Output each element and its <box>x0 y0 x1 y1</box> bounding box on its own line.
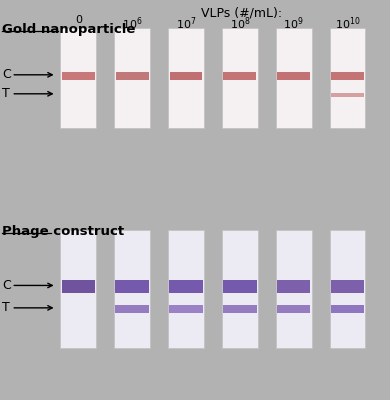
Bar <box>331 280 364 293</box>
Text: T: T <box>2 301 10 314</box>
Bar <box>331 305 364 314</box>
Bar <box>169 305 203 314</box>
Text: 10$^{10}$: 10$^{10}$ <box>335 15 360 32</box>
Bar <box>223 305 257 314</box>
Bar <box>222 230 258 348</box>
Text: C: C <box>2 279 11 292</box>
Bar <box>277 305 310 314</box>
Bar <box>331 72 364 80</box>
Bar <box>331 92 364 97</box>
Text: 0: 0 <box>75 15 82 25</box>
Bar <box>114 230 150 348</box>
Text: C: C <box>2 68 11 81</box>
Bar <box>169 280 203 293</box>
Bar <box>330 28 365 128</box>
Text: 10$^9$: 10$^9$ <box>284 15 304 32</box>
Bar <box>168 230 204 348</box>
Bar <box>60 230 96 348</box>
Bar <box>115 305 149 314</box>
Bar <box>60 28 96 128</box>
Text: T: T <box>2 87 10 100</box>
Bar <box>277 280 310 293</box>
Text: 10$^8$: 10$^8$ <box>230 15 250 32</box>
Bar <box>62 280 95 293</box>
Bar <box>276 230 312 348</box>
Text: Gold nanoparticle: Gold nanoparticle <box>2 23 135 36</box>
Bar <box>277 72 310 80</box>
Bar <box>170 72 202 80</box>
Bar <box>276 28 312 128</box>
Bar <box>62 72 95 80</box>
Text: 10$^7$: 10$^7$ <box>176 15 196 32</box>
Bar <box>330 230 365 348</box>
Bar <box>114 28 150 128</box>
Text: Phage construct: Phage construct <box>2 225 124 238</box>
Bar <box>115 280 149 293</box>
Bar <box>223 72 256 80</box>
Bar <box>222 28 258 128</box>
Bar <box>223 280 257 293</box>
Bar <box>116 72 149 80</box>
Bar <box>168 28 204 128</box>
Text: VLPs (#/mL):: VLPs (#/mL): <box>201 6 282 19</box>
Text: 10$^6$: 10$^6$ <box>122 15 142 32</box>
